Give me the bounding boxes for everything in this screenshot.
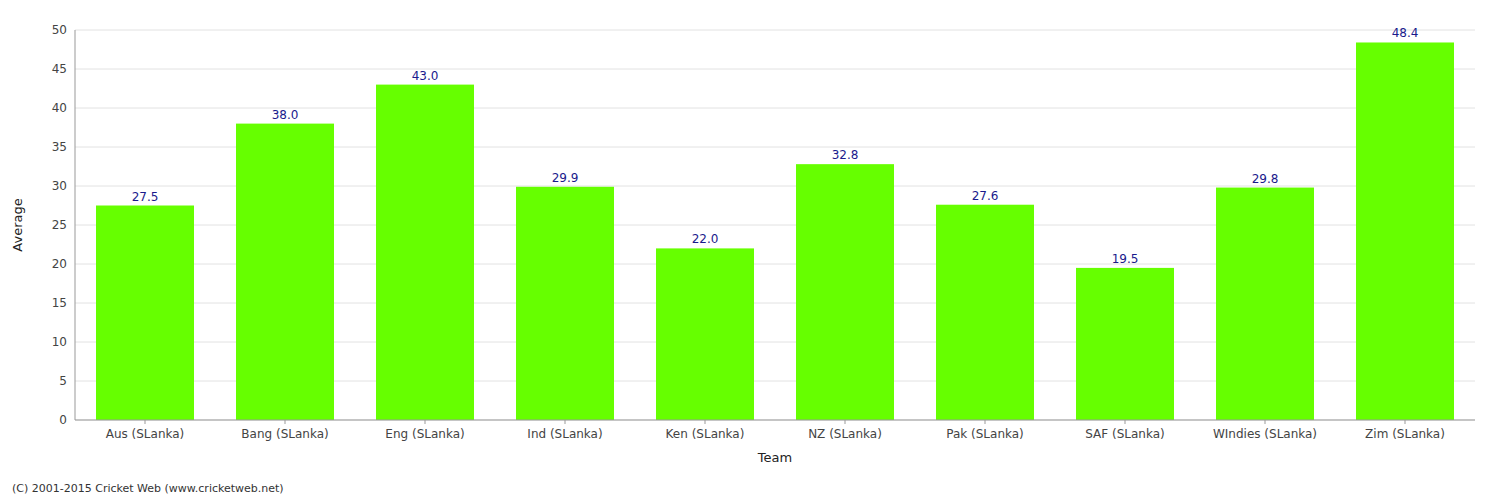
data-label: 29.8 — [1252, 172, 1279, 186]
y-tick-label: 0 — [59, 413, 67, 427]
y-tick-label: 30 — [52, 179, 67, 193]
x-axis: Aus (SLanka) Bang (SLanka) Eng (SLanka) Ind… — [106, 420, 1445, 441]
bar — [796, 164, 894, 420]
x-tick — [565, 420, 566, 424]
data-label: 48.4 — [1392, 26, 1419, 40]
x-tick — [985, 420, 986, 424]
x-tick — [285, 420, 286, 424]
x-tick-label: Aus (SLanka) — [106, 427, 185, 441]
data-labels: 27.5 38.0 43.0 29.9 22.0 32.8 27.6 19.5 29.8 48.4 — [132, 26, 1419, 265]
x-tick — [145, 420, 146, 424]
x-tick-label: Ken (SLanka) — [666, 427, 745, 441]
y-axis: 0 5 10 15 20 25 30 35 40 45 50 — [52, 23, 1475, 427]
x-tick-label: SAF (SLanka) — [1085, 427, 1164, 441]
data-label: 43.0 — [412, 69, 439, 83]
x-tick-label: WIndies (SLanka) — [1213, 427, 1317, 441]
footer: (C) 2001-2015 Cricket Web (www.cricketwe… — [12, 482, 284, 495]
bar — [96, 206, 194, 421]
x-tick — [1405, 420, 1406, 424]
y-tick-label: 5 — [59, 374, 67, 388]
bars — [96, 42, 1454, 420]
x-tick — [1265, 420, 1266, 424]
bar — [656, 248, 754, 420]
y-tick-label: 25 — [52, 218, 67, 232]
y-tick-label: 50 — [52, 23, 67, 37]
bar — [376, 85, 474, 420]
y-axis-line — [75, 30, 76, 420]
x-tick — [705, 420, 706, 424]
grid-line — [75, 30, 1475, 31]
bar — [516, 187, 614, 420]
x-tick — [845, 420, 846, 424]
page: {"chart_data": {"type": "bar", "categori… — [0, 0, 1500, 500]
chart-container: 0 5 10 15 20 25 30 35 40 45 50 27.5 38.0 43.0 29.9 22.0… — [0, 0, 1500, 500]
grid-line — [75, 69, 1475, 70]
data-label: 29.9 — [552, 171, 579, 185]
x-tick-label: Zim (SLanka) — [1365, 427, 1445, 441]
y-tick-label: 15 — [52, 296, 67, 310]
bar — [1076, 268, 1174, 420]
data-label: 19.5 — [1112, 252, 1139, 266]
data-label: 38.0 — [272, 108, 299, 122]
y-tick-label: 35 — [52, 140, 67, 154]
axes — [75, 30, 1475, 420]
bar — [1216, 188, 1314, 420]
bar — [236, 124, 334, 420]
y-tick-label: 40 — [52, 101, 67, 115]
y-tick-label: 45 — [52, 62, 67, 76]
x-axis-title: Team — [757, 450, 792, 465]
data-label: 27.6 — [972, 189, 999, 203]
x-tick-label: Ind (SLanka) — [527, 427, 602, 441]
x-tick — [1125, 420, 1126, 424]
data-label: 32.8 — [832, 148, 859, 162]
y-axis-title: Average — [10, 198, 25, 251]
data-label: 22.0 — [692, 232, 719, 246]
bar — [1356, 42, 1454, 420]
x-tick-label: Bang (SLanka) — [241, 427, 328, 441]
chart-svg: 0 5 10 15 20 25 30 35 40 45 50 27.5 38.0 43.0 29.9 22.0… — [0, 0, 1500, 500]
bar — [936, 205, 1034, 420]
x-tick — [425, 420, 426, 424]
y-tick-label: 20 — [52, 257, 67, 271]
x-tick-label: Eng (SLanka) — [385, 427, 464, 441]
x-tick-label: NZ (SLanka) — [808, 427, 882, 441]
y-tick-label: 10 — [52, 335, 67, 349]
x-tick-label: Pak (SLanka) — [946, 427, 1024, 441]
data-label: 27.5 — [132, 190, 159, 204]
